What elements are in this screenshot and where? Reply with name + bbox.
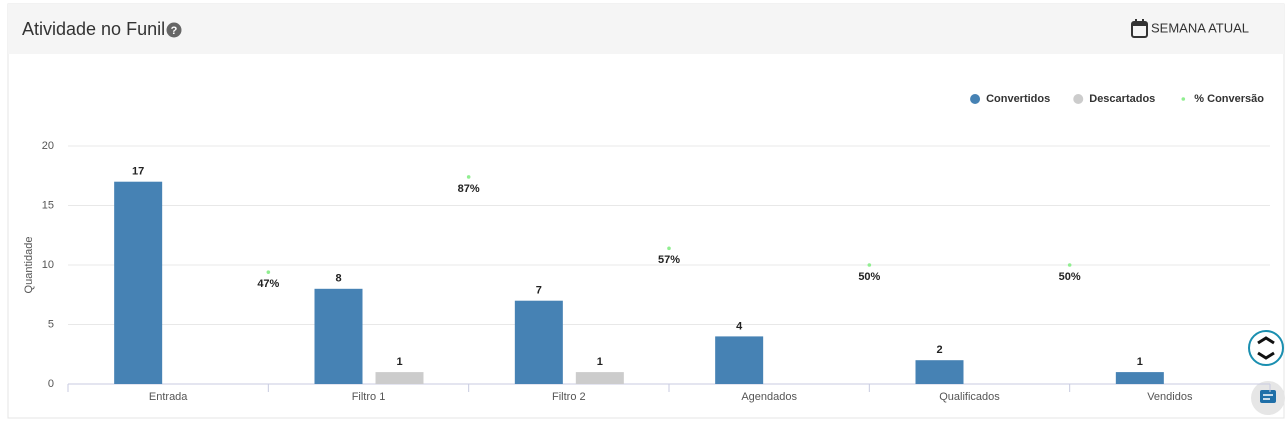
legend-swatch (1073, 94, 1084, 104)
period-label[interactable]: SEMANA ATUAL (1151, 20, 1249, 35)
data-label: 47% (257, 278, 279, 290)
x-tick-label: Filtro 2 (552, 391, 586, 403)
x-tick-label: Agendados (741, 391, 797, 403)
conversion-point (867, 263, 872, 267)
legend-label: Convertidos (986, 93, 1050, 105)
y-tick-label: 5 (48, 318, 54, 330)
chart-title: Atividade no Funil (22, 19, 165, 39)
legend-item: Convertidos (970, 93, 1050, 105)
data-label: 87% (458, 183, 480, 195)
legend-label: % Conversão (1194, 93, 1264, 105)
x-tick-label: Qualificados (939, 391, 1000, 403)
card (7, 3, 1285, 419)
x-tick-label: Vendidos (1147, 391, 1193, 403)
data-label: 57% (658, 254, 680, 266)
legend: Convertidos Descartados % Conversão (970, 93, 1264, 105)
x-tick-label: Filtro 1 (352, 391, 386, 403)
data-label: 17 (132, 166, 144, 178)
bar (514, 300, 563, 384)
bar (314, 288, 363, 384)
card-header (8, 4, 1284, 54)
conversion-point (466, 175, 471, 179)
data-label: 50% (1059, 271, 1081, 283)
data-label: 8 (335, 273, 341, 285)
data-label: 50% (858, 271, 880, 283)
data-label: 1 (597, 356, 603, 368)
x-tick-label: Entrada (149, 391, 188, 403)
bar (575, 372, 624, 384)
bar (715, 336, 764, 384)
legend-label: Descartados (1089, 93, 1155, 105)
y-tick-label: 20 (42, 140, 54, 152)
conversion-point (667, 246, 671, 251)
legend-item: % Conversão (1181, 93, 1264, 105)
data-label: 4 (736, 320, 743, 332)
fab-collapse[interactable] (1248, 330, 1284, 366)
y-tick-label: 10 (42, 259, 54, 271)
y-tick-label: 15 (42, 199, 54, 211)
bar (375, 372, 424, 384)
conversion-point (1067, 263, 1072, 267)
legend-swatch (970, 94, 981, 104)
y-tick-label: 0 (48, 378, 54, 390)
bar (1115, 372, 1164, 384)
conversion-point (266, 270, 271, 274)
y-axis-label: Quantidade (23, 237, 35, 294)
legend-swatch (1181, 97, 1186, 101)
data-label: 2 (936, 344, 942, 356)
bar (114, 181, 163, 384)
period-button[interactable]: SEMANA ATUAL (1131, 19, 1249, 38)
help-icon[interactable]: ? (166, 22, 182, 38)
legend-item: Descartados (1073, 93, 1155, 105)
data-label: 1 (396, 356, 402, 368)
bar (915, 360, 964, 384)
svg-text:?: ? (171, 25, 178, 37)
data-label: 1 (1137, 356, 1143, 368)
fab-chat[interactable] (1251, 381, 1285, 415)
data-label: 7 (536, 285, 542, 297)
